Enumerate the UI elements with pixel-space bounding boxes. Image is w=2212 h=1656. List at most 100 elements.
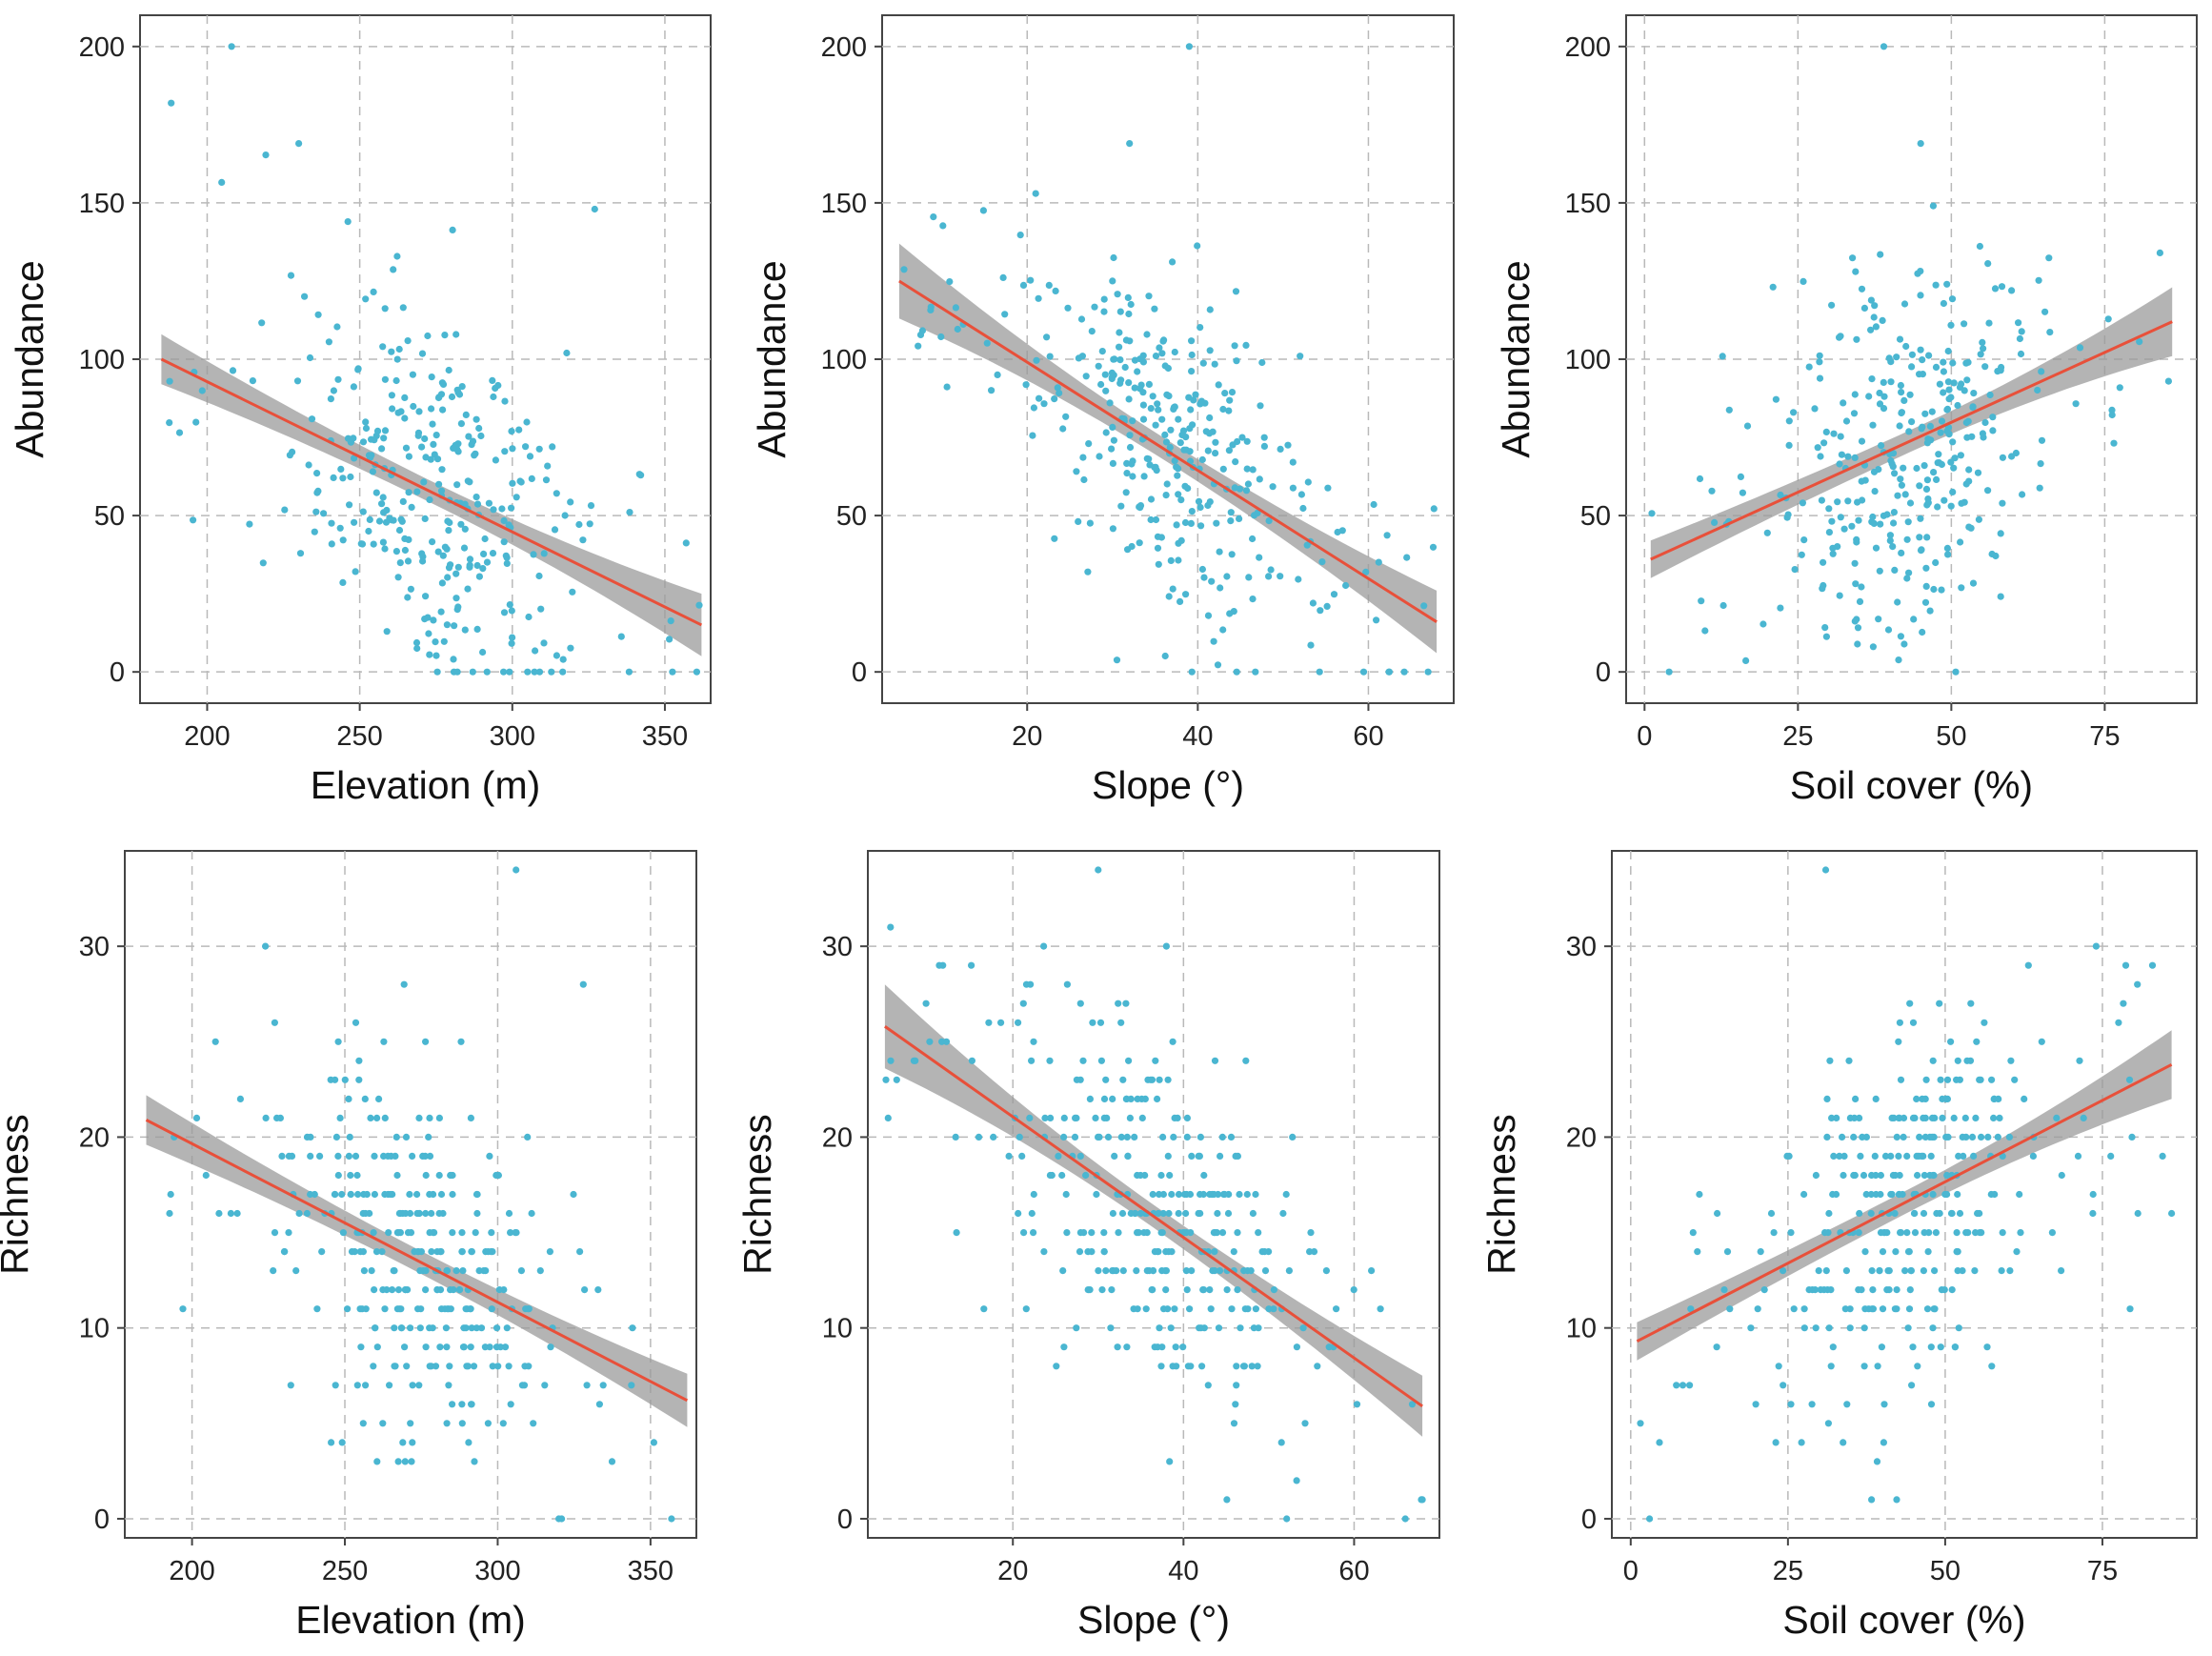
data-point [325,338,332,346]
data-point [1924,1248,1932,1256]
data-point [1207,1305,1215,1313]
data-point [1120,415,1128,423]
scatter-points [900,43,1438,676]
data-point [1158,350,1166,357]
data-point [358,540,367,548]
data-point [1798,1439,1805,1446]
data-point [449,1190,456,1199]
data-point [594,1286,602,1294]
data-point [1236,1190,1243,1199]
data-point [1176,597,1184,606]
data-point [1108,445,1116,453]
data-point [1178,431,1186,439]
data-point [1164,1152,1172,1160]
data-point [1798,551,1805,558]
data-point [1190,396,1197,404]
data-point [336,524,344,532]
data-point [394,1286,403,1294]
data-point [505,1209,513,1218]
data-point [334,375,342,383]
data-point [249,377,256,385]
data-point [1917,346,1924,353]
data-point [1983,1343,1991,1351]
data-point [1754,1305,1761,1313]
data-point [1129,457,1136,465]
data-point [968,961,975,969]
data-point [287,1382,294,1389]
data-point [1917,268,1924,275]
data-point [1124,1152,1132,1160]
data-point [1303,541,1311,549]
data-point [1719,353,1726,360]
data-point [1811,1286,1819,1294]
data-point [523,418,531,426]
data-point [1976,1076,1983,1083]
data-point [453,386,461,394]
data-point [406,1190,413,1199]
data-point [1204,612,1213,619]
data-point [439,1209,447,1218]
data-point [1289,484,1297,492]
data-point [347,1190,354,1199]
data-point [1930,585,1938,594]
data-point [1872,1171,1880,1180]
data-point [1891,1209,1899,1218]
data-point [1815,1267,1822,1275]
data-point [1185,43,1193,50]
data-point [1140,1229,1148,1237]
data-point [1990,1114,1998,1121]
data-point [1314,1363,1321,1370]
data-point [1930,1171,1938,1180]
data-point [1215,1324,1223,1332]
data-point [1227,1133,1236,1141]
data-point [1125,379,1133,387]
data-point [392,548,400,555]
x-axis-label: Soil cover (%) [1790,763,2033,807]
data-point [507,1401,514,1408]
data-point [1252,1305,1259,1313]
data-point [458,1420,466,1427]
data-point [426,1190,433,1199]
data-point [1961,320,1968,328]
data-point [513,866,520,874]
data-point [1893,1286,1900,1294]
data-point [1772,395,1780,403]
data-point [1060,1343,1068,1351]
data-point [1941,1190,1949,1199]
data-point [473,494,480,501]
data-point [1184,1363,1192,1370]
data-point [380,1152,388,1160]
data-point [1119,1076,1127,1083]
data-point [1852,1095,1860,1102]
scatter-points [166,866,675,1523]
y-tick-label: 100 [1565,345,1611,375]
data-point [1637,1420,1644,1427]
data-point [397,1324,405,1332]
y-tick-label: 20 [822,1122,853,1153]
data-point [1188,337,1196,345]
data-point [395,526,404,535]
data-point [1125,310,1133,318]
data-point [468,441,475,449]
data-point [1030,1190,1037,1199]
data-point [1226,610,1234,617]
data-point [166,377,173,385]
data-point [508,639,515,647]
data-point [417,1305,425,1313]
data-point [893,1076,900,1083]
data-point [307,1133,314,1141]
data-point [985,1019,993,1026]
data-point [1019,281,1028,289]
data-point [1913,1152,1920,1160]
data-point [1940,368,1947,375]
data-point [1941,496,1948,504]
data-point [355,1057,363,1064]
data-point [1265,1248,1273,1256]
data-point [1131,384,1138,392]
data-point [1834,498,1841,506]
data-point [1227,509,1235,516]
data-point [1929,1057,1937,1064]
data-point [1186,448,1194,455]
data-point [1164,1305,1172,1313]
